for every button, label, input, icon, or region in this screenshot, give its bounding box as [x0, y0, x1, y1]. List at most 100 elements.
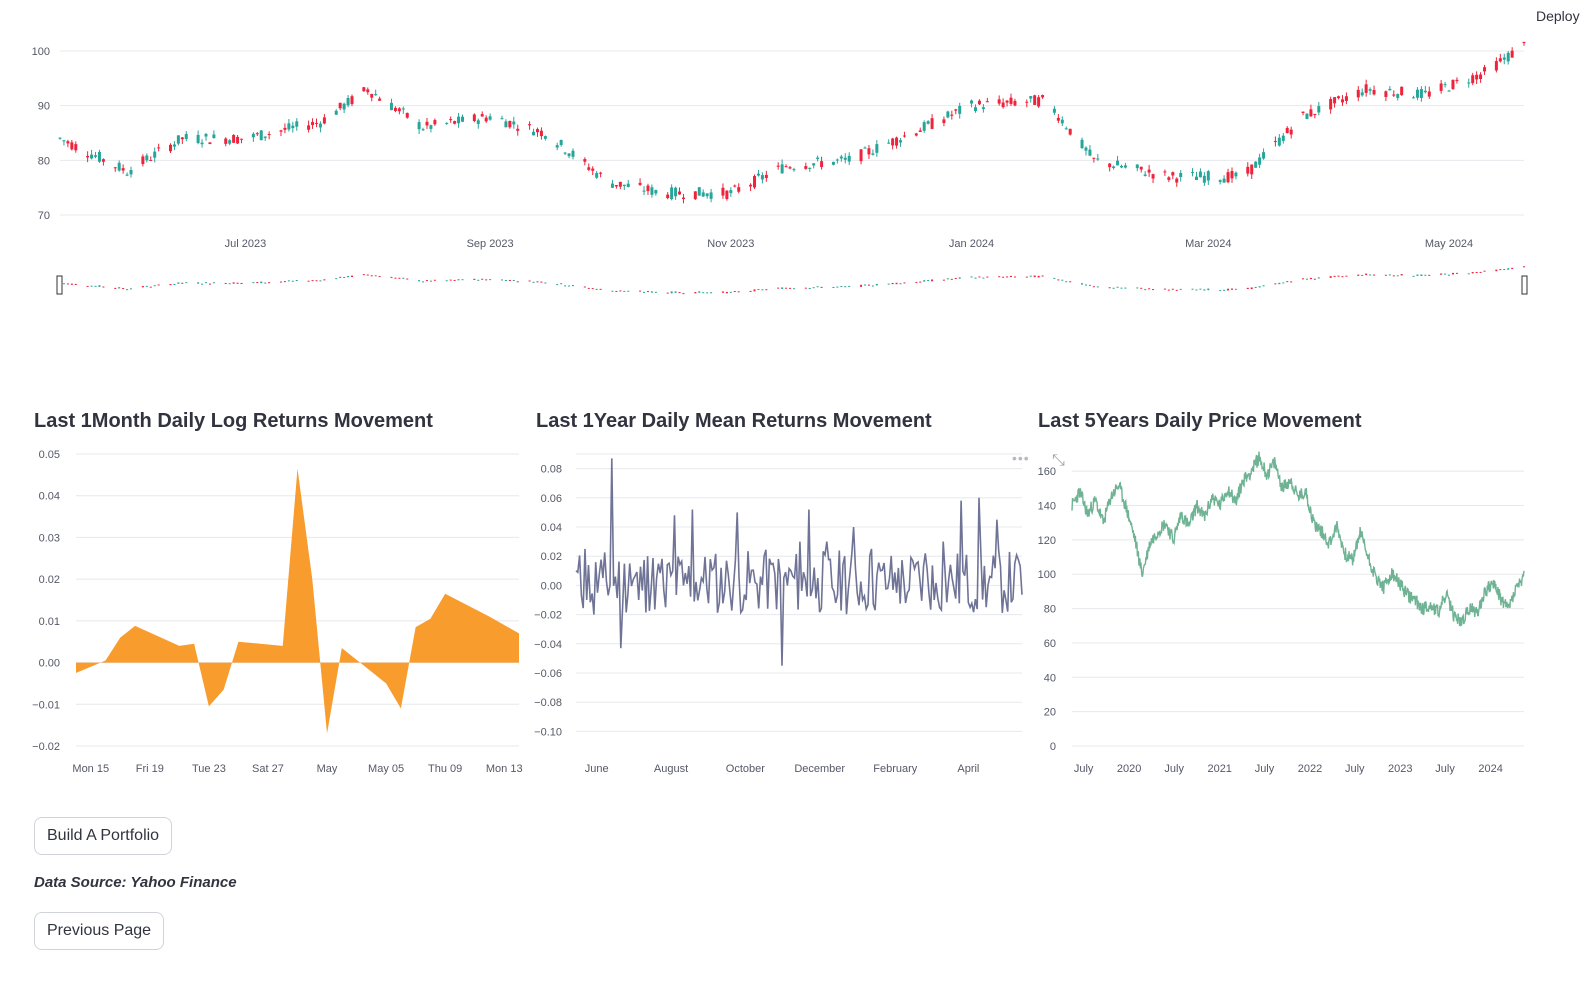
- build-portfolio-button[interactable]: Build A Portfolio: [34, 817, 173, 855]
- slider-candle: [141, 286, 144, 288]
- slider-candle: [812, 287, 815, 289]
- candle-body: [58, 137, 62, 139]
- y-tick-label: −0.01: [32, 699, 60, 711]
- slider-candle: [1416, 274, 1419, 276]
- candlestick-chart[interactable]: 100 90 80 70 Jul 2023 Sep 2023 Nov 2023 Jan 202…: [0, 40, 1587, 310]
- slider-candle: [781, 287, 784, 289]
- candle-body: [232, 134, 236, 143]
- slider-candle: [394, 277, 397, 279]
- slider-candle: [268, 282, 271, 284]
- slider-candle: [1029, 275, 1032, 277]
- more-options-icon[interactable]: •••: [1012, 450, 1030, 466]
- slider-candle: [1341, 276, 1344, 278]
- candle-body: [737, 187, 741, 192]
- candle-body: [1143, 174, 1147, 176]
- slider-candle: [1384, 274, 1387, 276]
- candle-body: [1033, 95, 1037, 105]
- candle-body: [1285, 127, 1289, 134]
- candle-body: [776, 165, 780, 167]
- slider-candle: [646, 291, 649, 293]
- slider-candle: [532, 281, 535, 283]
- y-tick-label: −0.10: [534, 726, 562, 738]
- slider-candle: [366, 274, 369, 276]
- candle-body: [895, 137, 899, 146]
- y-tick-label: 0.04: [541, 522, 562, 534]
- candle-body: [1230, 171, 1234, 179]
- candle-body: [591, 168, 595, 171]
- slider-candle: [978, 276, 981, 278]
- slider-candle: [1120, 287, 1123, 289]
- slider-candle: [1313, 278, 1316, 280]
- candle-body: [1151, 174, 1155, 179]
- candle-body: [753, 176, 757, 188]
- candle-body: [1037, 97, 1041, 107]
- slider-candle: [895, 282, 898, 285]
- log-returns-area: [76, 468, 519, 734]
- slider-candle: [710, 292, 713, 294]
- slider-candle: [98, 285, 101, 287]
- candle-body: [512, 121, 516, 125]
- mean-returns-chart[interactable]: 0.08 0.06 0.04 0.02 0.00 −0.02 −0.04 −0.06 −0.08…: [532, 440, 1027, 780]
- x-tick-label: October: [726, 763, 765, 775]
- slider-candle: [70, 283, 73, 285]
- candle-body: [587, 167, 591, 170]
- price-chart[interactable]: 160 140 120 100 80 60 40 20 0 July 2020 July 2021 Jul…: [1034, 440, 1534, 780]
- candle-body: [429, 125, 433, 129]
- log-returns-chart[interactable]: 0.05 0.04 0.03 0.02 0.01 0.00 −0.01 −0.02 Mon 15…: [30, 440, 525, 780]
- candle-body: [168, 144, 172, 152]
- candle-body: [760, 175, 764, 180]
- slider-candle: [1203, 289, 1206, 291]
- slider-candle: [1171, 288, 1174, 290]
- slider-candle: [1002, 276, 1005, 278]
- candle-body: [599, 172, 603, 174]
- candle-body: [571, 150, 575, 157]
- slider-candle: [473, 278, 476, 280]
- candle-body: [1139, 166, 1143, 170]
- slider-candle: [611, 290, 614, 292]
- slider-candle: [1305, 278, 1308, 280]
- slider-candle: [1227, 288, 1230, 291]
- candle-body: [958, 105, 962, 114]
- candle-body: [397, 108, 401, 112]
- slider-candle: [840, 286, 843, 288]
- slider-candle: [86, 285, 89, 287]
- candle-body: [902, 135, 906, 137]
- slider-candle: [1223, 289, 1226, 291]
- candle-body: [508, 121, 512, 128]
- expand-icon[interactable]: ⤡: [1052, 452, 1065, 469]
- slider-candle: [1148, 288, 1151, 290]
- slider-candle: [1373, 274, 1376, 276]
- slider-candle: [500, 279, 503, 281]
- slider-candle: [757, 288, 760, 290]
- candle-body: [1116, 160, 1120, 166]
- deploy-button[interactable]: Deploy: [1536, 8, 1580, 24]
- candle-body: [504, 121, 508, 128]
- slider-candle: [1448, 274, 1451, 276]
- slider-candle: [402, 277, 405, 279]
- previous-page-button[interactable]: Previous Page: [34, 912, 165, 950]
- candle-body: [421, 129, 425, 131]
- candle-body: [346, 98, 350, 106]
- slider-candle: [1337, 275, 1340, 277]
- y-tick-label: 0.03: [39, 532, 60, 544]
- candle-body: [393, 107, 397, 112]
- range-slider-handle-left: [56, 275, 63, 295]
- candle-body: [997, 99, 1001, 104]
- y-tick-label: 60: [1044, 638, 1056, 650]
- candle-body: [263, 136, 267, 138]
- candle-body: [1191, 172, 1195, 174]
- slider-candle: [1475, 271, 1478, 273]
- candle-body: [532, 131, 536, 136]
- candle-body: [1305, 113, 1309, 120]
- slider-candle: [1424, 274, 1427, 276]
- slider-candle: [1136, 287, 1139, 289]
- slider-candle: [982, 277, 985, 279]
- candle-body: [780, 164, 784, 174]
- slider-candle: [232, 282, 235, 284]
- slider-candle: [485, 279, 488, 281]
- slider-candle: [252, 282, 255, 284]
- slider-candle: [398, 277, 401, 279]
- slider-candle: [429, 280, 432, 282]
- slider-candle: [1428, 274, 1431, 276]
- candle-body: [950, 114, 954, 116]
